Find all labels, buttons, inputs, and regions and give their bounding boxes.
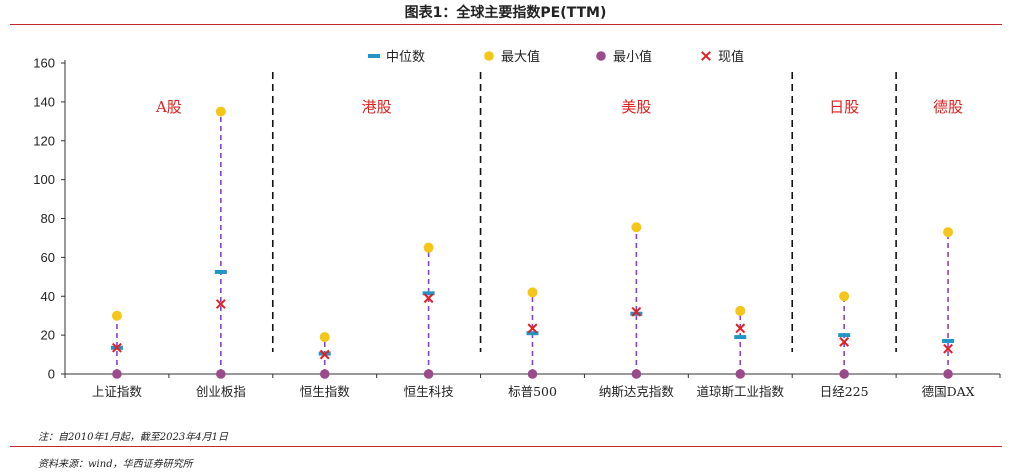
chart-source: 资料来源：wind，华西证券研究所 — [38, 459, 193, 470]
footer-rule — [10, 446, 1002, 447]
x-tick-label: 纳斯达克指数 — [599, 384, 675, 399]
legend-label: 最小值 — [613, 49, 652, 65]
group-label: 日股 — [829, 98, 859, 116]
x-tick-label: 创业板指 — [196, 384, 246, 399]
y-tick-label: 80 — [41, 211, 55, 226]
median-point — [734, 335, 747, 340]
min-point — [735, 369, 746, 379]
median-point — [942, 338, 955, 343]
max-point — [839, 291, 850, 302]
max-point — [111, 310, 122, 321]
median-point — [526, 331, 539, 336]
min-point — [216, 369, 226, 379]
median-point — [630, 311, 643, 316]
y-tick-label: 40 — [41, 289, 55, 304]
y-tick-label: 100 — [33, 172, 55, 187]
x-tick-label: 日经225 — [820, 384, 869, 399]
min-point — [423, 369, 434, 379]
y-tick-label: 140 — [33, 94, 55, 109]
max-point — [527, 287, 538, 298]
title-rule — [10, 24, 1002, 25]
max-point — [319, 332, 330, 343]
max-point — [631, 222, 642, 233]
y-tick-label: 120 — [33, 133, 55, 148]
min-point — [527, 369, 538, 379]
x-tick-label: 德国DAX — [922, 384, 975, 399]
legend-label: 最大值 — [501, 49, 540, 65]
min-point — [631, 369, 642, 379]
legend-marker-median — [368, 54, 380, 58]
median-point — [422, 291, 435, 296]
current-point — [319, 349, 330, 360]
x-tick-label: 恒生科技 — [404, 384, 455, 399]
legend-marker-max — [484, 51, 494, 61]
max-point — [735, 305, 746, 316]
current-point — [527, 323, 538, 334]
x-tick-label: 道琼斯工业指数 — [697, 384, 785, 399]
current-point — [735, 323, 746, 334]
median-point — [838, 333, 851, 338]
group-label: 港股 — [362, 98, 392, 116]
y-tick-label: 60 — [41, 250, 55, 265]
current-point — [112, 342, 122, 353]
min-point — [839, 369, 849, 379]
x-tick-label: 恒生指数 — [300, 384, 351, 399]
current-point — [839, 337, 850, 347]
chart-note: 注：自2010年1月起，截至2023年4月1日 — [38, 432, 228, 443]
y-tick-label: 160 — [33, 56, 55, 71]
group-label: 德股 — [933, 98, 963, 116]
current-point — [423, 293, 434, 304]
min-point — [943, 369, 953, 379]
group-label: A股 — [155, 98, 182, 116]
legend-marker-min — [596, 51, 606, 61]
chart-title: 图表1：全球主要指数PE(TTM) — [404, 5, 607, 21]
max-point — [215, 106, 226, 117]
median-point — [214, 269, 227, 274]
max-point — [423, 242, 434, 253]
current-point — [215, 299, 226, 309]
min-point — [319, 369, 330, 379]
min-point — [112, 369, 122, 379]
x-tick-label: 上证指数 — [92, 384, 143, 399]
legend-marker-current — [701, 51, 711, 61]
x-tick-label: 标普500 — [508, 384, 557, 399]
legend-label: 现值 — [718, 49, 744, 65]
y-tick-label: 0 — [48, 367, 55, 382]
max-point — [943, 227, 954, 238]
legend-label: 中位数 — [386, 50, 425, 65]
current-point — [631, 306, 642, 317]
y-tick-label: 20 — [41, 328, 55, 343]
group-label: 美股 — [621, 98, 651, 116]
current-point — [943, 343, 953, 354]
